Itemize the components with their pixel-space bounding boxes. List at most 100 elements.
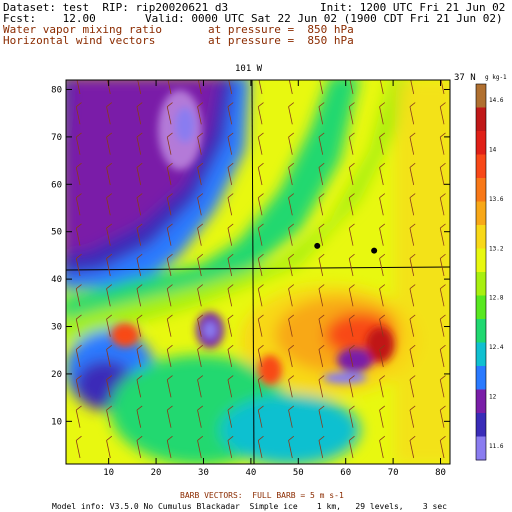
wind-barb [379,132,386,155]
wind-barb [348,375,355,398]
wind-barb [409,344,416,368]
wind-barbs [75,80,446,459]
wind-barb [439,405,446,428]
fcst-line: Fcst: 12.00 [3,12,96,25]
wind-barb [318,375,325,398]
y-tick-label: 70 [51,133,62,143]
wind-barb [318,223,325,246]
wind-barb [439,132,446,155]
wind-barb [136,162,143,186]
y-tick-label: 80 [51,85,62,95]
wind-barb [409,162,416,186]
wind-barb [439,253,446,277]
wind-barb [75,375,82,398]
wind-barb [379,435,386,459]
wind-barb [227,314,234,337]
wind-barb [409,435,416,459]
x-tick-label: 60 [340,468,351,478]
wind-barb [197,344,204,368]
wind-barb [439,284,446,307]
wind-barb [409,253,416,277]
wind-barb [409,193,416,216]
wind-barb [166,375,173,398]
wind-barb [439,80,445,95]
wind-barb [379,253,386,277]
wind-barb [348,344,355,368]
wind-barb [227,102,234,125]
wind-barb [318,80,324,95]
colorbar-swatch [476,131,486,155]
x-tick-label: 50 [293,468,304,478]
wind-barb [166,193,173,216]
y-tick-label: 40 [51,275,62,285]
wind-barb [136,284,143,307]
wind-barb [106,435,113,459]
wind-barb [197,80,202,95]
wind-barb [348,80,354,95]
field1-label: Water vapor mixing ratio [3,23,162,36]
wind-barb [75,435,82,459]
wind-barb [288,80,293,95]
wind-barb [348,253,355,277]
station-marker [371,247,378,254]
wind-barb [288,102,295,125]
wind-barb [106,162,113,186]
wind-barb [288,435,295,459]
wind-barb [379,102,386,125]
wind-barb [257,223,264,246]
wind-barb [197,375,204,398]
barb-legend: BARB VECTORS: FULL BARB = 5 m s-1 [180,491,344,500]
wind-barb [136,405,143,428]
wind-barb [136,314,143,337]
wind-barb [75,80,81,95]
wind-barb [106,193,113,216]
wind-barb [379,223,386,246]
field1-pressure: at pressure = 850 hPa [208,23,354,36]
wind-barb [166,435,173,459]
wind-barb [379,314,386,337]
colorbar-tick-label: 14.6 [489,97,504,104]
wind-barb [348,435,355,459]
x-tick-label: 40 [245,468,256,478]
colorbar-swatch [476,366,486,390]
colorbar-swatch [476,319,486,343]
wind-barb [106,253,113,277]
wind-barb [197,162,204,186]
wind-barb [136,132,143,155]
colorbar-swatch [476,295,486,320]
wind-barb [288,405,295,428]
wind-barb [348,162,355,186]
wind-barb [318,344,325,368]
wind-barb [409,375,416,398]
wind-barb [318,405,325,428]
wind-barb [257,253,264,277]
wind-barb [409,80,415,95]
wind-barb [288,375,295,398]
wind-barb [197,435,204,459]
model-info: Model info: V3.5.0 No Cumulus Blackadar … [52,502,447,511]
colorbar-tick-label: 13.2 [489,245,504,252]
wind-barb [106,344,113,368]
wind-barb [75,314,82,337]
wind-barb [227,344,234,368]
wind-barb [75,405,82,428]
wind-barb [379,162,386,186]
station-marker [314,242,321,249]
init-line: Init: 1200 UTC Fri 21 Jun 02 [320,1,506,14]
plot-frame [65,79,451,465]
wind-barb [75,223,82,246]
wind-barb [288,162,295,186]
wind-barb [197,132,204,155]
wind-barb [288,253,295,277]
colorbar-unit: g kg-1 [485,74,507,81]
wind-barb [439,435,446,459]
wind-barb [439,375,446,398]
wind-barb [348,102,355,125]
y-tick-label: 50 [51,228,62,238]
wind-barb [197,223,204,246]
wind-barb [439,102,446,125]
wind-barb [348,223,355,246]
mixing-ratio-field [66,80,450,464]
wind-barb [197,314,204,337]
longitude-label: 101 W [235,64,263,74]
